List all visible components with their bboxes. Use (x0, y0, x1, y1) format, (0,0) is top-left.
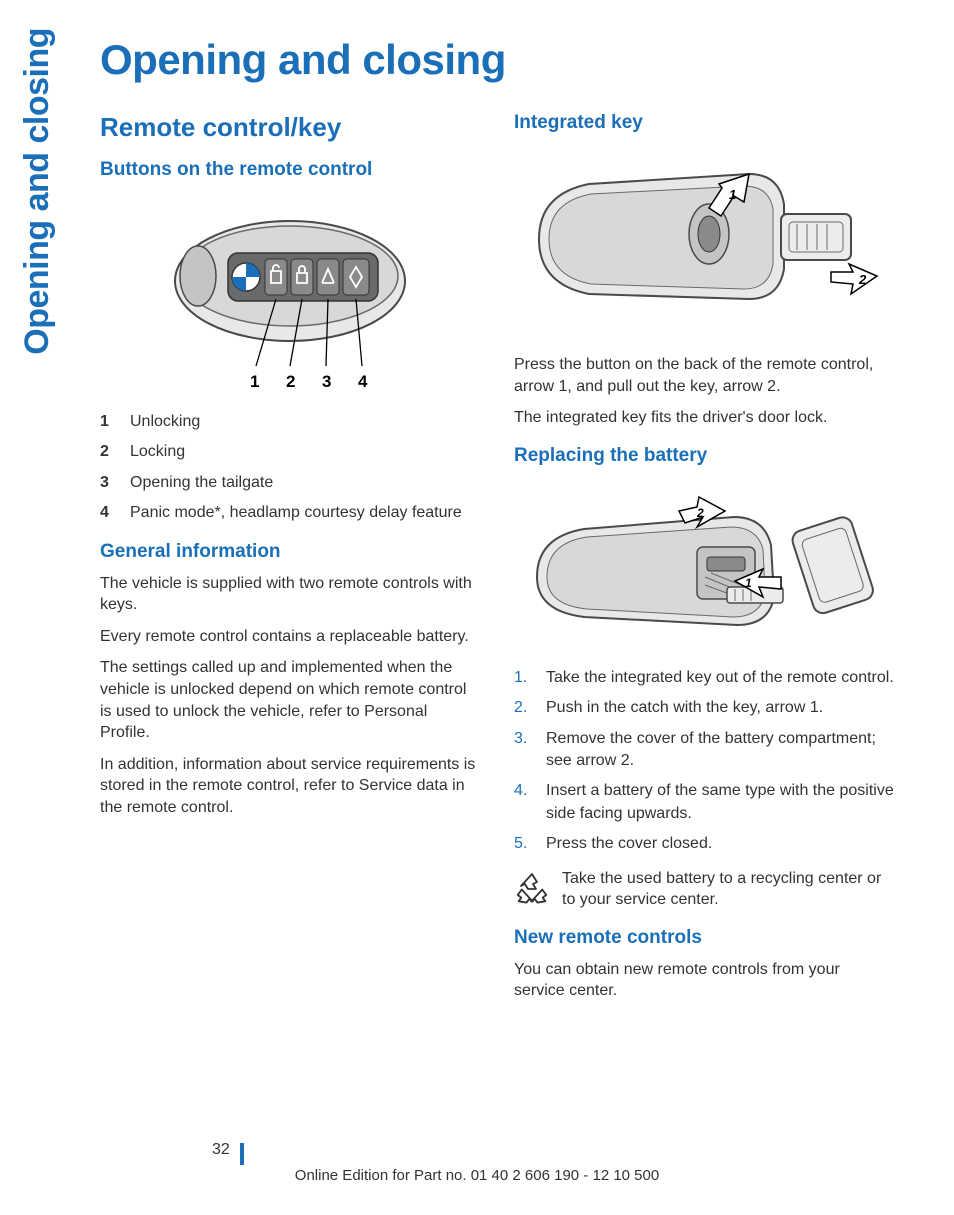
step-number: 4. (514, 780, 532, 825)
figure-integrated-key: 1 2 (514, 144, 894, 344)
subsection-new-remote: New remote controls (514, 927, 894, 949)
arrow-2: 2 (831, 264, 877, 294)
body-text: The vehicle is supplied with two remote … (100, 573, 480, 616)
list-item: 2. Push in the catch with the key, arrow … (514, 697, 894, 719)
list-item: 4. Insert a battery of the same type with… (514, 780, 894, 825)
body-text: The integrated key fits the driver's doo… (514, 407, 894, 429)
list-item: 2 Locking (100, 441, 480, 463)
step-label: Push in the catch with the key, arrow 1. (546, 697, 823, 719)
legend-number: 1 (100, 411, 116, 433)
subsection-general-info: General information (100, 541, 480, 563)
button-legend-list: 1 Unlocking 2 Locking 3 Opening the tailgat… (100, 411, 480, 525)
svg-text:2: 2 (858, 272, 867, 287)
figure-replacing-battery: 2 1 (514, 477, 894, 657)
body-text: Press the button on the back of the remo… (514, 354, 894, 397)
battery-steps-list: 1. Take the integrated key out of the rem… (514, 667, 894, 856)
legend-number: 3 (100, 472, 116, 494)
body-text: The settings called up and implemented w… (100, 657, 480, 743)
step-label: Remove the cover of the battery compartm… (546, 728, 894, 773)
right-column: Integrated key (514, 112, 894, 1012)
subsection-replacing-battery: Replacing the battery (514, 445, 894, 467)
list-item: 3 Opening the tailgate (100, 472, 480, 494)
subsection-integrated-key: Integrated key (514, 112, 894, 134)
figure-remote-buttons: 1 2 3 4 (100, 191, 480, 401)
list-item: 4 Panic mode*, headlamp courtesy delay fe… (100, 502, 480, 524)
section-remote-control: Remote control/key (100, 112, 480, 143)
svg-text:2: 2 (696, 506, 704, 520)
left-column: Remote control/key Buttons on the remote… (100, 112, 480, 1012)
subsection-buttons: Buttons on the remote control (100, 159, 480, 181)
svg-text:1: 1 (745, 576, 752, 590)
svg-text:1: 1 (729, 187, 736, 202)
step-number: 3. (514, 728, 532, 773)
step-label: Insert a battery of the same type with t… (546, 780, 894, 825)
legend-number: 2 (100, 441, 116, 463)
side-tab: Opening and closing (18, 28, 57, 355)
callout-1: 1 (250, 372, 259, 391)
legend-number: 4 (100, 502, 116, 524)
footer: Online Edition for Part no. 01 40 2 606 … (0, 1167, 954, 1185)
callout-4: 4 (358, 372, 368, 391)
step-number: 2. (514, 697, 532, 719)
list-item: 3. Remove the cover of the battery compar… (514, 728, 894, 773)
integrated-key-illustration: 1 2 (519, 144, 889, 344)
step-label: Press the cover closed. (546, 833, 712, 855)
recycle-icon (514, 870, 550, 906)
step-number: 5. (514, 833, 532, 855)
battery-illustration: 2 1 (519, 477, 889, 657)
step-number: 1. (514, 667, 532, 689)
remote-buttons-illustration: 1 2 3 4 (150, 191, 430, 401)
callout-3: 3 (322, 372, 331, 391)
chapter-title: Opening and closing (100, 36, 894, 84)
recycle-note: Take the used battery to a recycling cen… (514, 868, 894, 911)
page-content: Opening and closing Remote control/key B… (0, 0, 954, 1052)
list-item: 5. Press the cover closed. (514, 833, 894, 855)
recycle-text: Take the used battery to a recycling cen… (562, 868, 894, 911)
body-text: You can obtain new remote controls from … (514, 959, 894, 1002)
legend-label: Opening the tailgate (130, 472, 273, 494)
legend-label: Unlocking (130, 411, 200, 433)
page-number: 32 (212, 1141, 230, 1159)
body-text: In addition, information about service r… (100, 754, 480, 819)
list-item: 1 Unlocking (100, 411, 480, 433)
two-column-layout: Remote control/key Buttons on the remote… (100, 112, 894, 1012)
list-item: 1. Take the integrated key out of the rem… (514, 667, 894, 689)
page-number-bar (240, 1143, 244, 1165)
body-text: Every remote control contains a replacea… (100, 626, 480, 648)
legend-label: Locking (130, 441, 185, 463)
legend-label: Panic mode*, headlamp courtesy delay fea… (130, 502, 462, 524)
callout-2: 2 (286, 372, 295, 391)
footer-edition-line: Online Edition for Part no. 01 40 2 606 … (295, 1167, 659, 1184)
step-label: Take the integrated key out of the remot… (546, 667, 894, 689)
